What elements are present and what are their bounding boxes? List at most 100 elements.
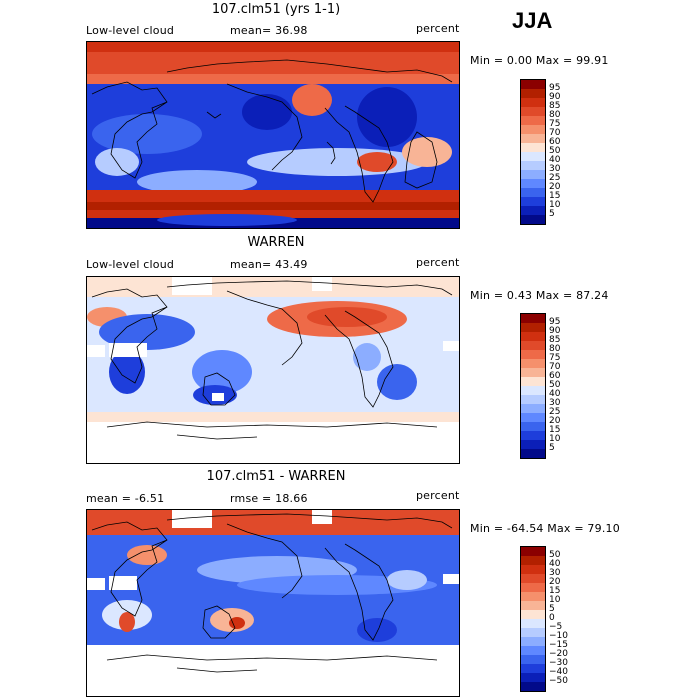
panel-2-map-svg xyxy=(87,277,459,463)
panel-1-mean-label: mean= 36.98 xyxy=(230,24,308,37)
panel-3-map xyxy=(86,509,460,697)
colorbar-swatch xyxy=(521,368,545,377)
colorbar-swatch xyxy=(521,628,545,637)
colorbar-swatch xyxy=(521,664,545,673)
colorbar-tick-label: −5 xyxy=(549,622,563,632)
colorbar-tick-label: 15 xyxy=(549,191,561,201)
colorbar-swatch xyxy=(521,413,545,422)
colorbar-swatch xyxy=(521,673,545,682)
colorbar-tick-label: −15 xyxy=(549,640,568,650)
colorbar-swatch xyxy=(521,170,545,179)
colorbar-swatch xyxy=(521,161,545,170)
panel-2-map xyxy=(86,276,460,464)
colorbar-swatch xyxy=(521,395,545,404)
colorbar-tick-label: 80 xyxy=(549,344,561,354)
colorbar-swatch xyxy=(521,188,545,197)
colorbar-tick-label: 5 xyxy=(549,604,555,614)
colorbar-tick-label: 10 xyxy=(549,595,561,605)
panel-3-colorbar xyxy=(520,546,546,692)
colorbar-tick-label: 20 xyxy=(549,416,561,426)
colorbar-tick-label: 70 xyxy=(549,362,561,372)
colorbar-swatch xyxy=(521,197,545,206)
colorbar-tick-label: 95 xyxy=(549,83,561,93)
colorbar-tick-label: 10 xyxy=(549,200,561,210)
colorbar-tick-label: −50 xyxy=(549,676,568,686)
colorbar-swatch xyxy=(521,179,545,188)
colorbar-swatch xyxy=(521,637,545,646)
colorbar-tick-label: 60 xyxy=(549,137,561,147)
colorbar-swatch xyxy=(521,89,545,98)
colorbar-swatch xyxy=(521,646,545,655)
colorbar-tick-label: 30 xyxy=(549,568,561,578)
colorbar-swatch xyxy=(521,80,545,89)
season-label: JJA xyxy=(512,8,553,33)
colorbar-tick-label: 75 xyxy=(549,353,561,363)
panel-2-variable-label: Low-level cloud xyxy=(86,258,175,271)
colorbar-tick-label: 50 xyxy=(549,146,561,156)
colorbar-tick-label: 25 xyxy=(549,407,561,417)
colorbar-swatch xyxy=(521,107,545,116)
colorbar-tick-label: 90 xyxy=(549,92,561,102)
colorbar-swatch xyxy=(521,116,545,125)
colorbar-swatch xyxy=(521,314,545,323)
panel-3-units-label: percent xyxy=(416,489,460,502)
panel-3-rmse-label: rmse = 18.66 xyxy=(230,492,308,505)
panel-2-minmax: Min = 0.43 Max = 87.24 xyxy=(470,289,609,302)
panel-3-mean-label: mean = -6.51 xyxy=(86,492,165,505)
colorbar-tick-label: 85 xyxy=(549,101,561,111)
colorbar-swatch xyxy=(521,98,545,107)
panel-2-units-label: percent xyxy=(416,256,460,269)
colorbar-swatch xyxy=(521,143,545,152)
colorbar-tick-label: 5 xyxy=(549,209,555,219)
colorbar-swatch xyxy=(521,610,545,619)
panel-1-colorbar xyxy=(520,79,546,225)
colorbar-tick-label: 40 xyxy=(549,389,561,399)
colorbar-tick-label: 50 xyxy=(549,380,561,390)
colorbar-swatch xyxy=(521,341,545,350)
colorbar-swatch xyxy=(521,404,545,413)
colorbar-tick-label: 50 xyxy=(549,550,561,560)
colorbar-swatch xyxy=(521,592,545,601)
colorbar-swatch xyxy=(521,422,545,431)
colorbar-tick-label: −40 xyxy=(549,667,568,677)
colorbar-swatch xyxy=(521,655,545,664)
panel-1-units-label: percent xyxy=(416,22,460,35)
colorbar-tick-label: 30 xyxy=(549,164,561,174)
colorbar-swatch xyxy=(521,386,545,395)
colorbar-swatch xyxy=(521,574,545,583)
colorbar-swatch xyxy=(521,350,545,359)
colorbar-swatch xyxy=(521,440,545,449)
colorbar-tick-label: 20 xyxy=(549,577,561,587)
colorbar-tick-label: 15 xyxy=(549,586,561,596)
colorbar-tick-label: 75 xyxy=(549,119,561,129)
colorbar-tick-label: 90 xyxy=(549,326,561,336)
colorbar-swatch xyxy=(521,359,545,368)
colorbar-swatch xyxy=(521,619,545,628)
colorbar-tick-label: 60 xyxy=(549,371,561,381)
colorbar-swatch xyxy=(521,547,545,556)
panel-1-title: 107.clm51 (yrs 1-1) xyxy=(211,2,341,17)
colorbar-swatch xyxy=(521,682,545,691)
colorbar-tick-label: 85 xyxy=(549,335,561,345)
panel-1-map xyxy=(86,41,460,229)
colorbar-tick-label: 10 xyxy=(549,434,561,444)
panel-2-colorbar xyxy=(520,313,546,459)
colorbar-tick-label: 0 xyxy=(549,613,555,623)
colorbar-swatch xyxy=(521,431,545,440)
colorbar-swatch xyxy=(521,152,545,161)
colorbar-tick-label: 40 xyxy=(549,155,561,165)
colorbar-swatch xyxy=(521,565,545,574)
colorbar-swatch xyxy=(521,583,545,592)
colorbar-swatch xyxy=(521,332,545,341)
colorbar-swatch xyxy=(521,449,545,458)
colorbar-swatch xyxy=(521,377,545,386)
colorbar-tick-label: −30 xyxy=(549,658,568,668)
colorbar-tick-label: 20 xyxy=(549,182,561,192)
colorbar-tick-label: 95 xyxy=(549,317,561,327)
colorbar-swatch xyxy=(521,125,545,134)
colorbar-tick-label: −20 xyxy=(549,649,568,659)
colorbar-swatch xyxy=(521,323,545,332)
colorbar-tick-label: 30 xyxy=(549,398,561,408)
colorbar-swatch xyxy=(521,134,545,143)
panel-2-mean-label: mean= 43.49 xyxy=(230,258,308,271)
